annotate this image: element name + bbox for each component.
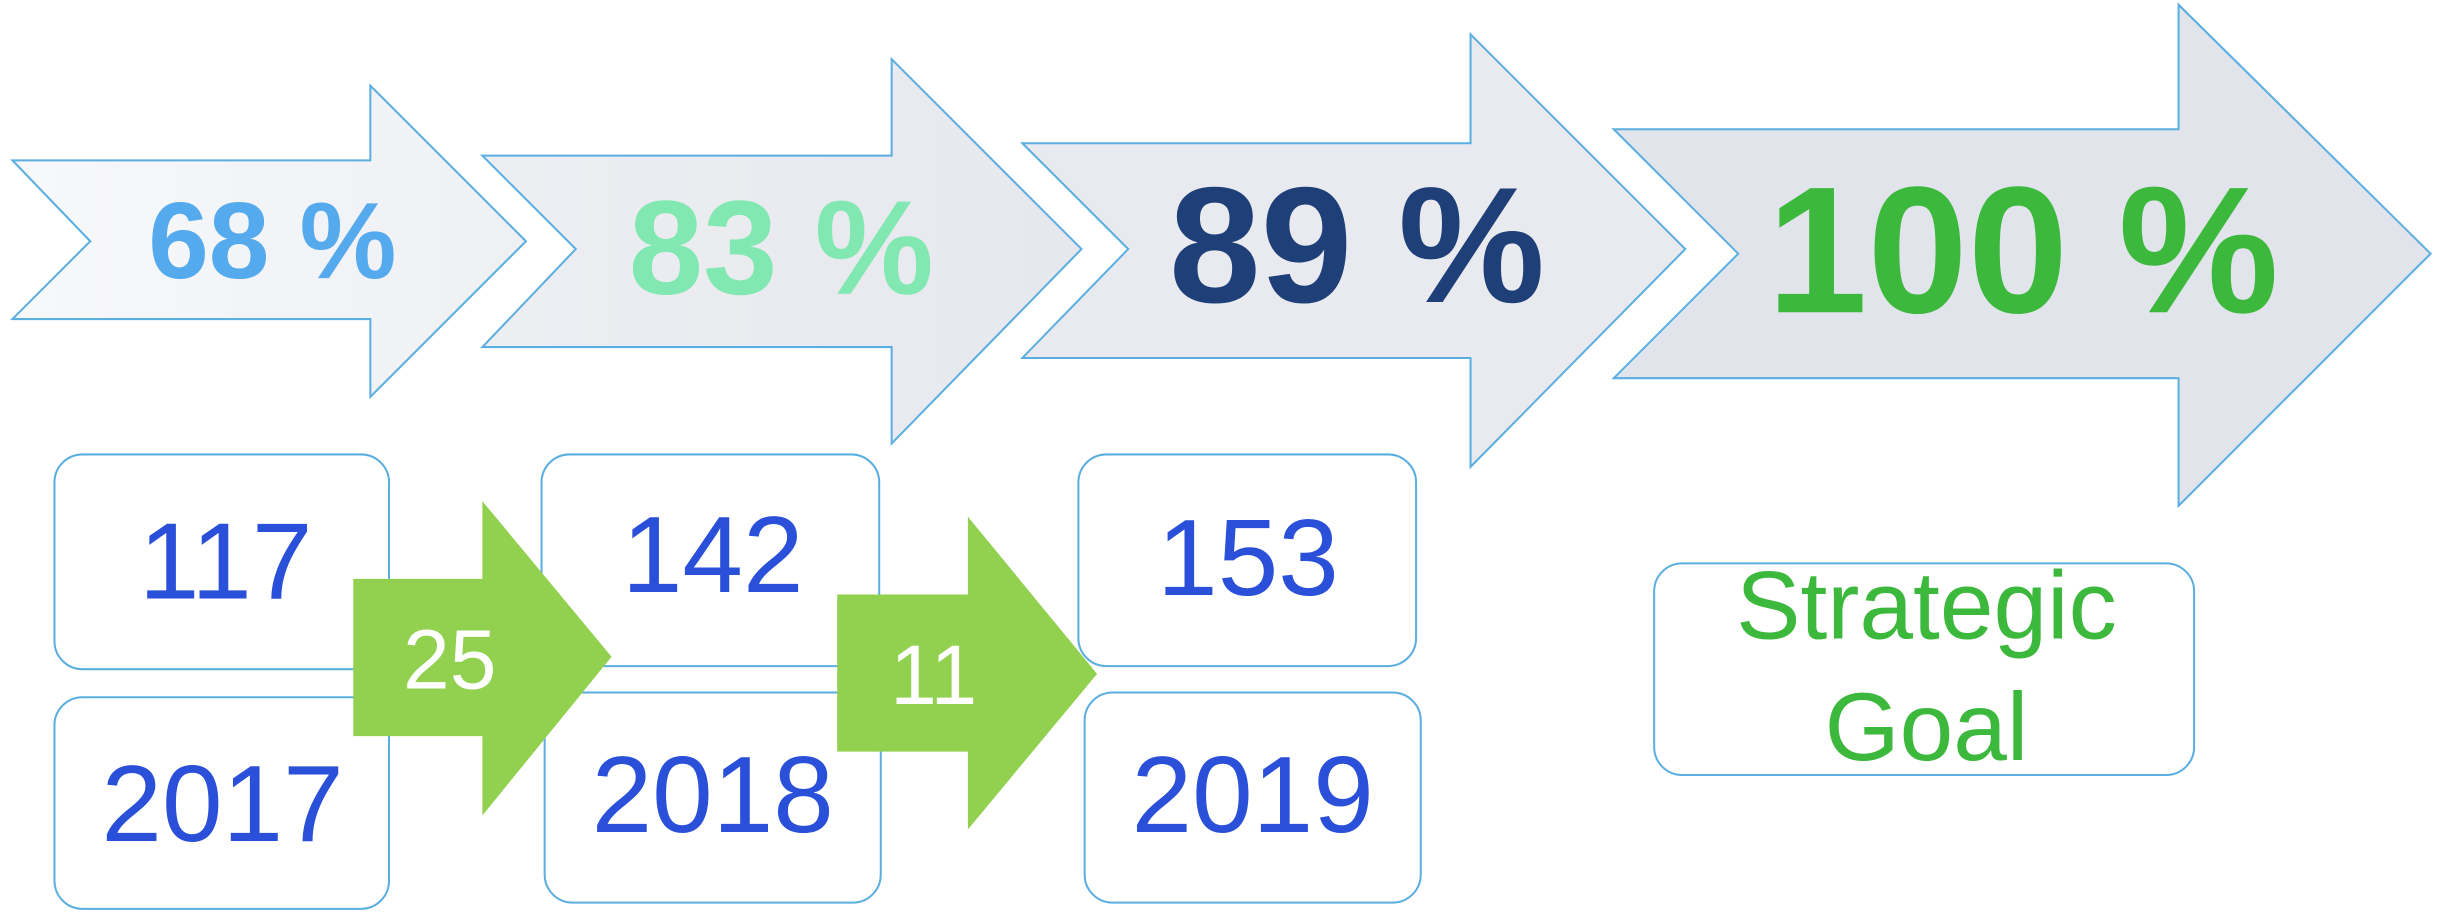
count-box	[540, 453, 881, 668]
percent-label: 100 %	[1767, 150, 2279, 351]
count-box	[1077, 453, 1418, 668]
count-label: 142	[622, 494, 804, 616]
progress-arrow	[1611, 2, 2433, 509]
year-label: 2019	[1132, 734, 1374, 856]
year-box	[1083, 691, 1422, 904]
progress-arrow	[1019, 31, 1687, 470]
goal-label: Goal	[1825, 674, 2029, 781]
progress-arrow	[479, 56, 1083, 447]
increase-arrow	[837, 516, 1098, 830]
percent-label: 89 %	[1169, 153, 1545, 337]
goal-label: Strategic	[1736, 553, 2117, 660]
progress-arrow	[10, 83, 528, 400]
year-box	[543, 691, 882, 904]
increase-label: 11	[890, 628, 977, 722]
year-box	[53, 696, 391, 910]
year-label: 2017	[101, 743, 343, 865]
increase-arrow	[353, 501, 612, 816]
year-label: 2018	[592, 734, 834, 856]
percent-label: 68 %	[148, 180, 396, 302]
goal-box	[1653, 562, 2196, 777]
increase-label: 25	[403, 612, 496, 706]
count-label: 153	[1157, 497, 1339, 619]
count-label: 117	[139, 500, 313, 622]
percent-label: 83 %	[629, 174, 934, 323]
count-box	[53, 453, 391, 671]
